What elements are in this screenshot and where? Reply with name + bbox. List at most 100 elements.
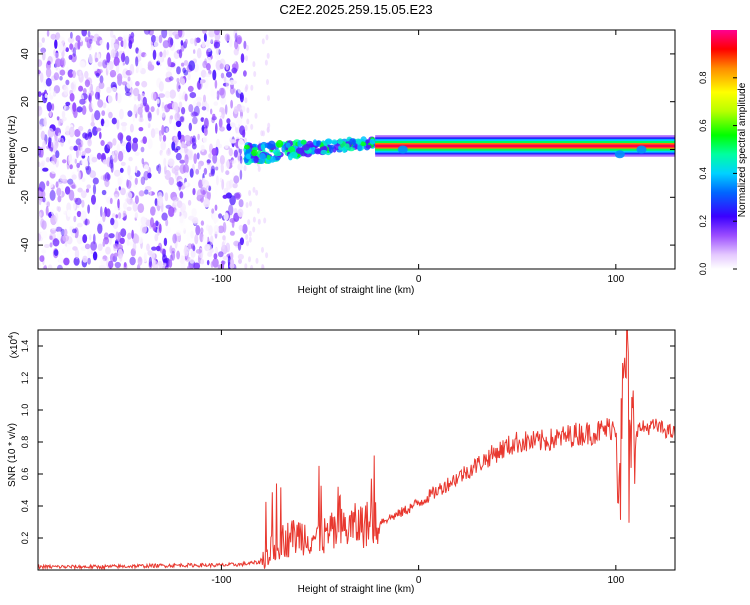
heatmap-cell <box>120 52 126 63</box>
heatmap-cell <box>162 134 167 142</box>
heatmap-cell <box>237 162 243 171</box>
svg-text:(x104): (x104) <box>8 332 20 359</box>
heatmap-cell <box>184 93 188 102</box>
heatmap-cell <box>205 47 212 52</box>
heatmap-cell <box>267 95 270 102</box>
heatmap-cell <box>230 80 237 85</box>
heatmap-cell <box>205 39 210 48</box>
heatmap-cell <box>68 126 75 138</box>
heatmap-cell <box>50 33 57 40</box>
heatmap-cell <box>65 47 69 53</box>
heatmap-cell <box>87 204 90 214</box>
heatmap-cell <box>190 111 198 118</box>
heatmap-cell <box>55 181 59 188</box>
heatmap-cell <box>246 118 250 125</box>
heatmap-cell <box>239 70 243 80</box>
heatmap-cell <box>75 148 79 159</box>
x-tick-label: 100 <box>607 274 624 285</box>
snr-y-axis: 0.2 0.4 0.6 0.8 1.0 1.2 1.4 <box>20 340 675 544</box>
heatmap-cell <box>159 51 163 58</box>
heatmap-cell <box>212 212 219 223</box>
heatmap-cell <box>193 99 197 108</box>
heatmap-cell <box>320 146 327 152</box>
heatmap-cell <box>59 209 66 214</box>
heatmap-cell <box>138 190 145 197</box>
heatmap-cell <box>56 264 63 269</box>
heatmap-cell <box>84 79 90 88</box>
heatmap-cell <box>189 38 195 45</box>
heatmap-cell <box>160 107 166 118</box>
heatmap-cell <box>91 113 95 124</box>
heatmap-cell <box>98 264 106 269</box>
x-tick-label: 0 <box>416 274 422 285</box>
heatmap-cell <box>243 40 247 50</box>
heatmap-cell <box>224 140 229 149</box>
heatmap-cell <box>59 69 66 76</box>
heatmap-cell <box>164 90 171 99</box>
heatmap-cell <box>137 49 142 57</box>
heatmap-cell <box>208 185 212 192</box>
heatmap-cell <box>95 127 102 132</box>
heatmap-cell <box>203 94 206 103</box>
heatmap-cell <box>257 218 261 225</box>
heatmap-cell <box>42 50 46 61</box>
heatmap-cell <box>329 146 334 154</box>
heatmap-cell <box>97 69 103 74</box>
heatmap-cell <box>116 73 123 82</box>
heatmap-cell <box>76 106 83 113</box>
heatmap-cell <box>179 159 185 164</box>
heatmap-cell <box>220 163 224 173</box>
heatmap-cell <box>172 196 179 202</box>
heatmap-cell <box>43 117 47 127</box>
heatmap-cell <box>206 259 210 266</box>
heatmap-cell <box>44 93 48 99</box>
spectrogram-panel: -100 0 100 -40 -20 0 20 40 Height of straight … <box>7 29 676 296</box>
heatmap-cell <box>248 256 251 263</box>
heatmap-cell <box>239 116 245 121</box>
heatmap-cell <box>67 154 72 166</box>
heatmap-cell <box>168 177 175 186</box>
heatmap-cell <box>140 176 146 185</box>
heatmap-cell <box>237 208 244 218</box>
heatmap-cell <box>252 226 256 233</box>
heatmap-cell <box>74 129 81 137</box>
heatmap-cell <box>162 40 170 49</box>
heatmap-cell <box>295 147 304 154</box>
heatmap-cell <box>200 220 205 226</box>
heatmap-cell <box>78 149 82 156</box>
heatmap-cell <box>91 99 96 110</box>
heatmap-cell <box>169 37 174 46</box>
heatmap-cell <box>145 203 150 214</box>
heatmap-cell <box>190 230 194 239</box>
heatmap-cell <box>102 211 106 223</box>
heatmap-cell <box>155 35 159 43</box>
heatmap-cell <box>216 175 219 186</box>
heatmap-cell <box>106 42 110 51</box>
heatmap-cell <box>53 249 59 256</box>
heatmap-cell <box>88 95 91 101</box>
heatmap-cell <box>113 243 119 249</box>
colorbar-tick-label: 0.4 <box>698 167 708 180</box>
heatmap-cell <box>169 245 173 254</box>
heatmap-cell <box>187 85 194 92</box>
heatmap-cell <box>87 128 92 140</box>
heatmap-cell <box>636 145 647 154</box>
heatmap-cell <box>96 53 101 60</box>
heatmap-cell <box>226 111 233 119</box>
heatmap-cell <box>51 103 55 111</box>
heatmap-cell <box>79 71 82 78</box>
heatmap-cell <box>40 230 48 239</box>
heatmap-cell <box>235 122 239 128</box>
heatmap-cell <box>218 213 223 219</box>
heatmap-cell <box>147 138 153 150</box>
heatmap-cell <box>101 189 107 196</box>
heatmap-cell <box>171 101 179 111</box>
heatmap-cell <box>155 220 159 227</box>
heatmap-cell <box>266 126 270 133</box>
heatmap-cell <box>147 64 155 71</box>
heatmap-cell <box>112 43 119 50</box>
heatmap-cell <box>45 157 51 163</box>
heatmap-cell <box>152 222 157 232</box>
heatmap-cell <box>165 218 169 227</box>
heatmap-cell <box>46 101 52 112</box>
